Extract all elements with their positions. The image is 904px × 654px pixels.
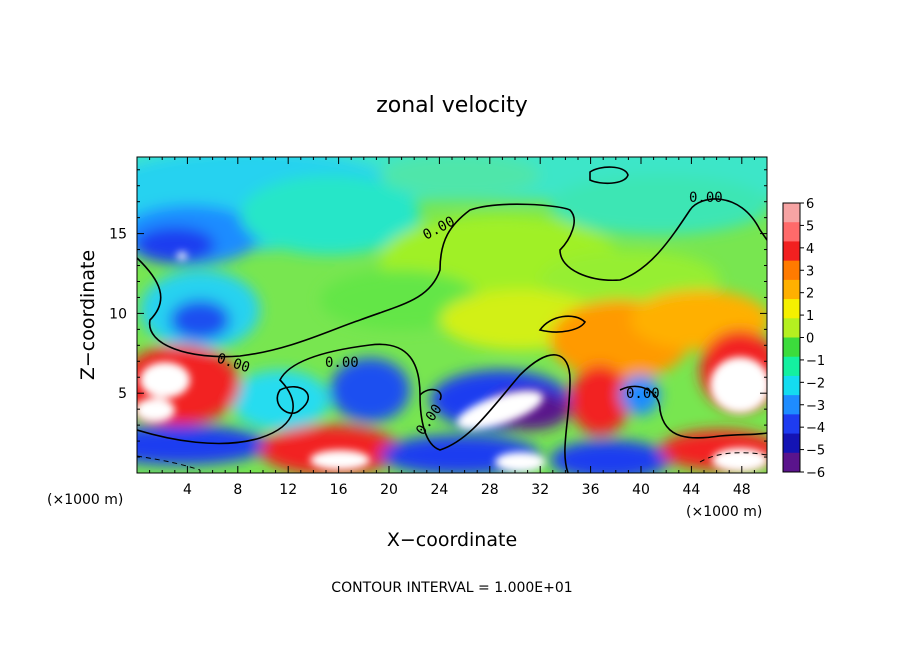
- x-tick-label: 4: [183, 482, 192, 498]
- chart-title: zonal velocity: [376, 93, 528, 118]
- colorbar-swatch: [783, 337, 800, 358]
- x-tick-label: 24: [430, 482, 448, 498]
- contour-label: 0.00: [626, 386, 660, 402]
- colorbar-swatch: [783, 222, 800, 242]
- colorbar-label: 3: [806, 264, 814, 279]
- x-tick-label: 48: [733, 482, 751, 498]
- colorbar-label: 0: [806, 332, 814, 347]
- y-tick-label: 10: [109, 306, 127, 322]
- colorbar-label: −4: [806, 421, 825, 436]
- x-unit-left: (×1000 m): [47, 492, 123, 508]
- y-axis-label: Z−coordinate: [77, 250, 99, 380]
- colorbar-swatch: [783, 433, 800, 454]
- x-axis-ticks: 4 8 12 16 20 24 28 32 36 40 44 48: [149, 157, 755, 498]
- colorbar-label: 5: [806, 219, 814, 234]
- y-tick-label: 5: [118, 386, 127, 402]
- colorbar-swatch: [783, 241, 800, 262]
- colorbar-swatch: [783, 375, 800, 396]
- x-tick-label: 16: [330, 482, 348, 498]
- colorbar: 6 5 4 3 2 1 0 −1 −2 −3 −4 −5 −6: [782, 197, 825, 481]
- colorbar-swatch: [783, 279, 800, 300]
- colorbar-label: 6: [806, 197, 814, 212]
- x-tick-label: 32: [531, 482, 549, 498]
- colorbar-label: −1: [806, 354, 825, 369]
- y-axis-ticks: 5 10 15: [109, 169, 767, 458]
- colorbar-label: −5: [806, 444, 825, 459]
- x-tick-label: 40: [632, 482, 650, 498]
- x-tick-label: 44: [682, 482, 700, 498]
- colorbar-swatch: [783, 395, 800, 415]
- x-unit-right: (×1000 m): [686, 504, 762, 520]
- colorbar-label: 2: [806, 287, 814, 302]
- x-tick-label: 20: [380, 482, 398, 498]
- colorbar-swatch: [783, 414, 800, 435]
- colorbar-label: 1: [806, 309, 814, 324]
- colorbar-label: −2: [806, 376, 825, 391]
- colorbar-swatch: [783, 299, 800, 319]
- x-axis-label: X−coordinate: [387, 529, 517, 551]
- colorbar-swatch: [783, 260, 800, 281]
- x-tick-label: 36: [582, 482, 600, 498]
- contour-interval-footer: CONTOUR INTERVAL = 1.000E+01: [331, 580, 572, 596]
- contour-label: 0.00: [689, 190, 723, 206]
- y-tick-label: 15: [109, 227, 127, 243]
- x-tick-label: 28: [481, 482, 499, 498]
- colorbar-label: −6: [806, 466, 825, 481]
- colorbar-swatch: [783, 452, 800, 473]
- x-tick-label: 8: [233, 482, 242, 498]
- contour-label: 0.00: [325, 355, 359, 371]
- colorbar-label: −3: [806, 399, 825, 414]
- velocity-field: [137, 157, 767, 473]
- colorbar-label: 4: [806, 242, 814, 257]
- x-tick-label: 12: [279, 482, 297, 498]
- colorbar-swatch: [783, 203, 800, 223]
- zero-contours: [137, 166, 767, 473]
- colorbar-swatch: [783, 318, 800, 338]
- colorbar-swatch: [783, 356, 800, 377]
